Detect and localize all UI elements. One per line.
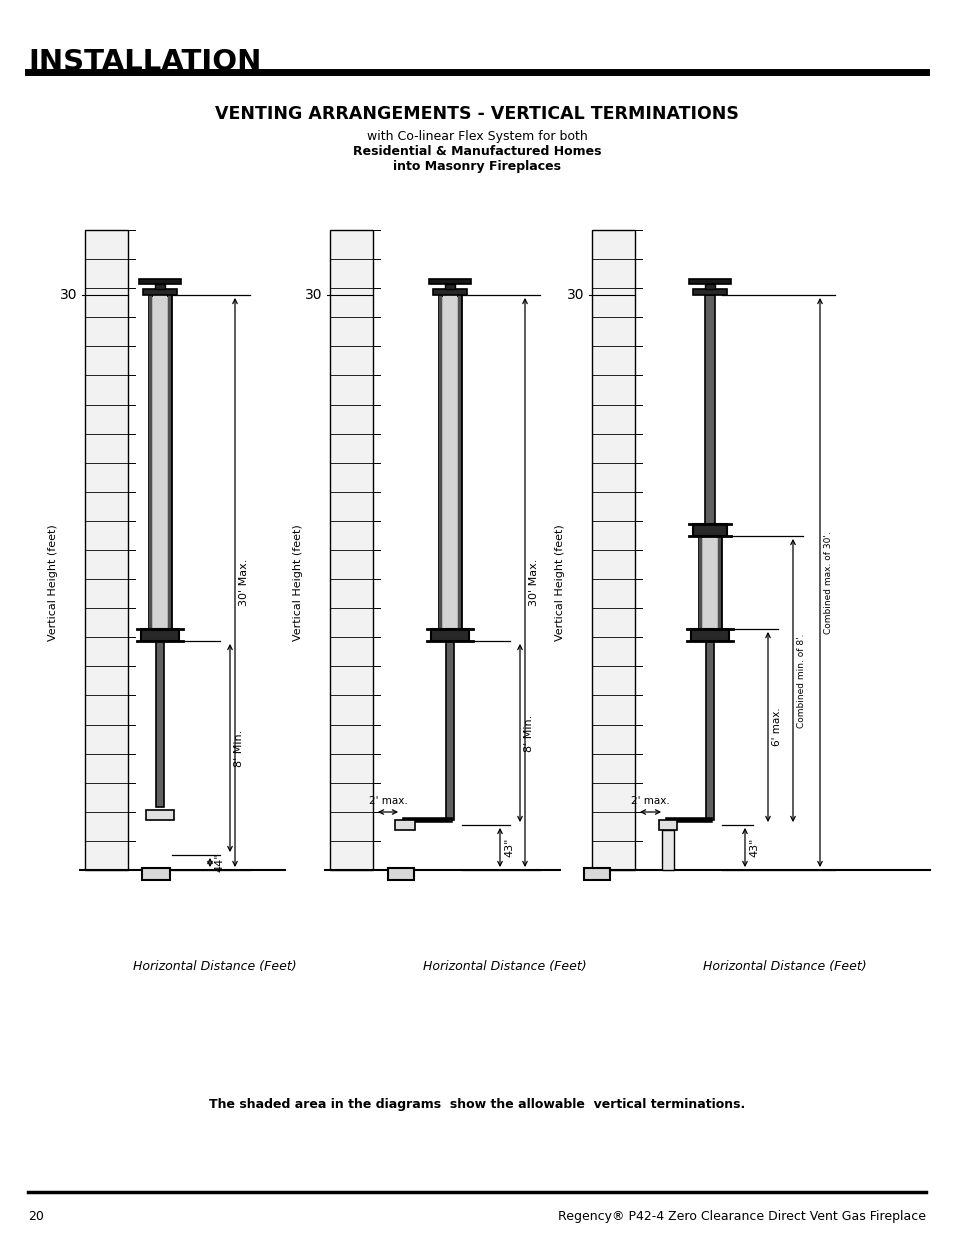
Text: 20: 20 xyxy=(28,1210,44,1223)
Bar xyxy=(699,536,720,629)
Bar xyxy=(433,289,467,295)
Bar xyxy=(457,295,460,629)
Bar xyxy=(330,230,373,869)
Bar xyxy=(705,641,713,820)
Bar xyxy=(438,295,441,629)
Text: 30' Max.: 30' Max. xyxy=(529,558,538,606)
Text: Regency® P42-4 Zero Clearance Direct Vent Gas Fireplace: Regency® P42-4 Zero Clearance Direct Ven… xyxy=(558,1210,925,1223)
Text: 30' Max.: 30' Max. xyxy=(239,558,249,606)
Text: 2' max.: 2' max. xyxy=(631,797,669,806)
Bar xyxy=(85,230,128,869)
Text: into Masonry Fireplaces: into Masonry Fireplaces xyxy=(393,161,560,173)
Text: Vertical Height (feet): Vertical Height (feet) xyxy=(293,524,303,641)
Text: 6' max.: 6' max. xyxy=(771,708,781,746)
Bar xyxy=(699,536,701,629)
Bar xyxy=(429,279,471,284)
Bar xyxy=(690,629,728,641)
Bar xyxy=(446,641,454,820)
Text: Horizontal Distance (Feet): Horizontal Distance (Feet) xyxy=(423,960,586,973)
Bar xyxy=(156,641,164,806)
Text: 43": 43" xyxy=(503,837,514,857)
Bar xyxy=(146,810,173,820)
Bar xyxy=(718,536,720,629)
Bar xyxy=(442,295,456,629)
Text: 8' Min.: 8' Min. xyxy=(233,730,244,767)
Bar xyxy=(661,830,673,869)
Bar xyxy=(142,868,170,881)
Bar xyxy=(444,284,455,289)
Text: 43": 43" xyxy=(748,837,759,857)
Text: 2' max.: 2' max. xyxy=(368,797,407,806)
Bar xyxy=(149,295,171,629)
Bar xyxy=(704,284,714,289)
Bar xyxy=(139,279,181,284)
Text: Vertical Height (feet): Vertical Height (feet) xyxy=(48,524,58,641)
Bar xyxy=(149,295,152,629)
Bar xyxy=(438,295,460,629)
Text: Vertical Height (feet): Vertical Height (feet) xyxy=(555,524,564,641)
Bar xyxy=(659,820,677,830)
Text: Horizontal Distance (Feet): Horizontal Distance (Feet) xyxy=(702,960,866,973)
Text: 30: 30 xyxy=(304,288,322,303)
Bar xyxy=(592,230,635,869)
Text: Horizontal Distance (Feet): Horizontal Distance (Feet) xyxy=(133,960,296,973)
Text: 30: 30 xyxy=(566,288,583,303)
Bar xyxy=(395,820,415,830)
Text: Combined min. of 8'.: Combined min. of 8'. xyxy=(796,634,805,727)
Text: 44": 44" xyxy=(213,852,224,872)
Bar xyxy=(688,279,730,284)
Bar xyxy=(141,629,179,641)
Bar xyxy=(154,284,165,289)
Bar xyxy=(152,295,167,629)
Text: VENTING ARRANGEMENTS - VERTICAL TERMINATIONS: VENTING ARRANGEMENTS - VERTICAL TERMINAT… xyxy=(214,105,739,124)
Bar xyxy=(431,629,469,641)
Text: Combined max. of 30'.: Combined max. of 30'. xyxy=(823,531,832,634)
Bar xyxy=(692,289,726,295)
Text: INSTALLATION: INSTALLATION xyxy=(28,48,261,77)
Bar xyxy=(168,295,171,629)
Text: with Co-linear Flex System for both: with Co-linear Flex System for both xyxy=(366,130,587,143)
Text: The shaded area in the diagrams  show the allowable  vertical terminations.: The shaded area in the diagrams show the… xyxy=(209,1098,744,1112)
Bar xyxy=(692,524,726,536)
Bar xyxy=(143,289,177,295)
Bar xyxy=(702,536,717,629)
Text: Residential & Manufactured Homes: Residential & Manufactured Homes xyxy=(353,144,600,158)
Bar xyxy=(704,295,714,524)
Bar xyxy=(388,868,414,881)
Text: 8' Min.: 8' Min. xyxy=(523,714,534,752)
Text: 30: 30 xyxy=(59,288,77,303)
Bar xyxy=(583,868,609,881)
